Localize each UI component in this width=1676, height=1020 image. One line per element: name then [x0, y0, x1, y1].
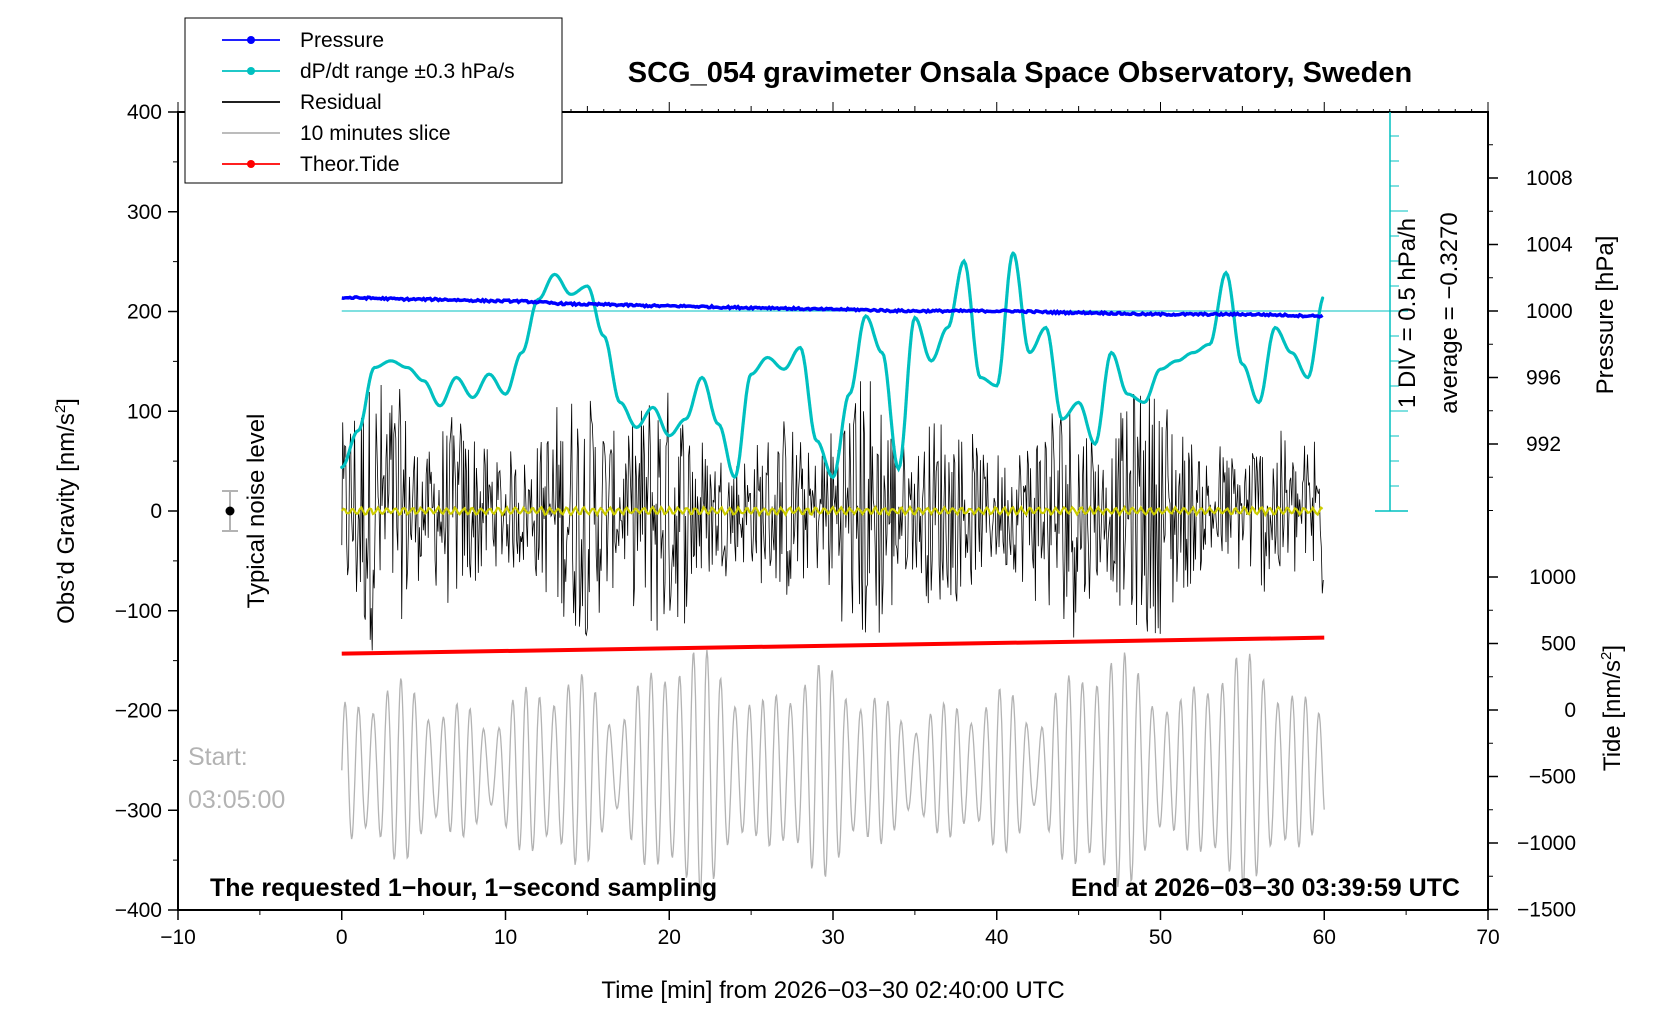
x-tick-label: −10	[160, 926, 196, 949]
pressure-tick-label: 1008	[1526, 167, 1573, 190]
legend-label: Pressure	[300, 29, 384, 52]
y-tick-label: 400	[127, 101, 162, 124]
series-layer	[340, 249, 1325, 894]
y-tick-label: 0	[150, 500, 162, 523]
plot-frame	[177, 111, 1489, 911]
start-time: 03:05:00	[188, 786, 285, 814]
tide-tick-label: −1000	[1517, 832, 1576, 855]
scale-text-2: average = −0.3270	[1436, 212, 1463, 414]
noise-dot	[225, 506, 235, 516]
y-tick-label: 100	[127, 400, 162, 423]
footer-left-note: The requested 1−hour, 1−second sampling	[210, 874, 717, 902]
x-tick-label: 30	[821, 926, 844, 949]
y-tick-label: −200	[115, 700, 162, 723]
legend-marker	[247, 36, 255, 44]
legend-label: dP/dt range ±0.3 hPa/s	[300, 60, 515, 83]
y-axis-label-left-text: Obs’d Gravity [nm/s	[53, 413, 80, 624]
y-tick-label: 200	[127, 301, 162, 324]
footer-right-note: End at 2026−03−30 03:39:59 UTC	[1071, 874, 1460, 902]
x-tick-label: 40	[985, 926, 1008, 949]
y-tick-label: −300	[115, 799, 162, 822]
x-tick-label: 20	[658, 926, 681, 949]
legend-marker	[247, 67, 255, 75]
pressure-tick-label: 1000	[1526, 300, 1573, 323]
y-tick-label: −400	[115, 899, 162, 922]
legend-label: 10 minutes slice	[300, 122, 451, 145]
y-tick-label: 300	[127, 201, 162, 224]
legend-marker	[247, 160, 255, 168]
y-axis-label-left-sup: 2	[52, 405, 69, 413]
scale-text-1: 1 DIV = 0.5 hPa/h	[1394, 218, 1421, 408]
legend-label: Residual	[300, 91, 382, 114]
noise-indicator: Typical noise level	[222, 414, 270, 609]
x-tick-label: 60	[1313, 926, 1336, 949]
tide-tick-label: −1500	[1517, 899, 1576, 922]
series-residual-line	[341, 381, 1324, 651]
legend-label: Theor.Tide	[300, 153, 400, 176]
y-tick-label: −100	[115, 600, 162, 623]
chart-title: SCG_054 gravimeter Onsala Space Observat…	[628, 57, 1412, 89]
x-tick-label: 70	[1476, 926, 1499, 949]
pressure-tick-label: 996	[1526, 367, 1561, 390]
tide-tick-label: 500	[1541, 633, 1576, 656]
x-tick-label: 50	[1149, 926, 1172, 949]
axes-layer: −10 0 10 20 30 40 50 60 704003002001000−100−200−…	[115, 101, 1576, 949]
tide-tick-label: −500	[1529, 766, 1576, 789]
y-axis-label-pressure: Pressure [hPa]	[1592, 236, 1619, 395]
x-tick-label: 10	[494, 926, 517, 949]
y-axis-label-tide-sup: 2	[1598, 652, 1615, 660]
start-label: Start:	[188, 743, 248, 771]
y-axis-label-left: Obs’d Gravity [nm/s2]	[52, 398, 80, 624]
series-10min-slice-line	[341, 649, 1325, 894]
series-theor-tide-line	[341, 635, 1325, 656]
y-axis-label-tide-text: Tide [nm/s	[1599, 660, 1626, 771]
y-axis-label-tide: Tide [nm/s2]	[1598, 645, 1626, 771]
series-dpdt-line	[340, 249, 1325, 480]
legend: Pressure dP/dt range ±0.3 hPa/s Residual 10…	[184, 17, 563, 184]
y-axis-label-tide-close: ]	[1599, 645, 1626, 652]
noise-label: Typical noise level	[243, 414, 270, 609]
x-axis-label: Time [min] from 2026−03−30 02:40:00 UTC	[601, 977, 1064, 1004]
tide-tick-label: 0	[1564, 699, 1576, 722]
series-residual-smoothed-line	[340, 504, 1324, 518]
pressure-tick-label: 1004	[1526, 234, 1573, 257]
scale-annotation: 1 DIV = 0.5 hPa/h average = −0.3270	[1394, 212, 1463, 414]
tide-tick-label: 1000	[1529, 566, 1576, 589]
x-tick-label: 0	[336, 926, 348, 949]
series-pressure-line	[341, 295, 1324, 319]
y-axis-label-left-close: ]	[53, 398, 80, 405]
pressure-tick-label: 992	[1526, 433, 1561, 456]
legend-box	[184, 17, 563, 184]
